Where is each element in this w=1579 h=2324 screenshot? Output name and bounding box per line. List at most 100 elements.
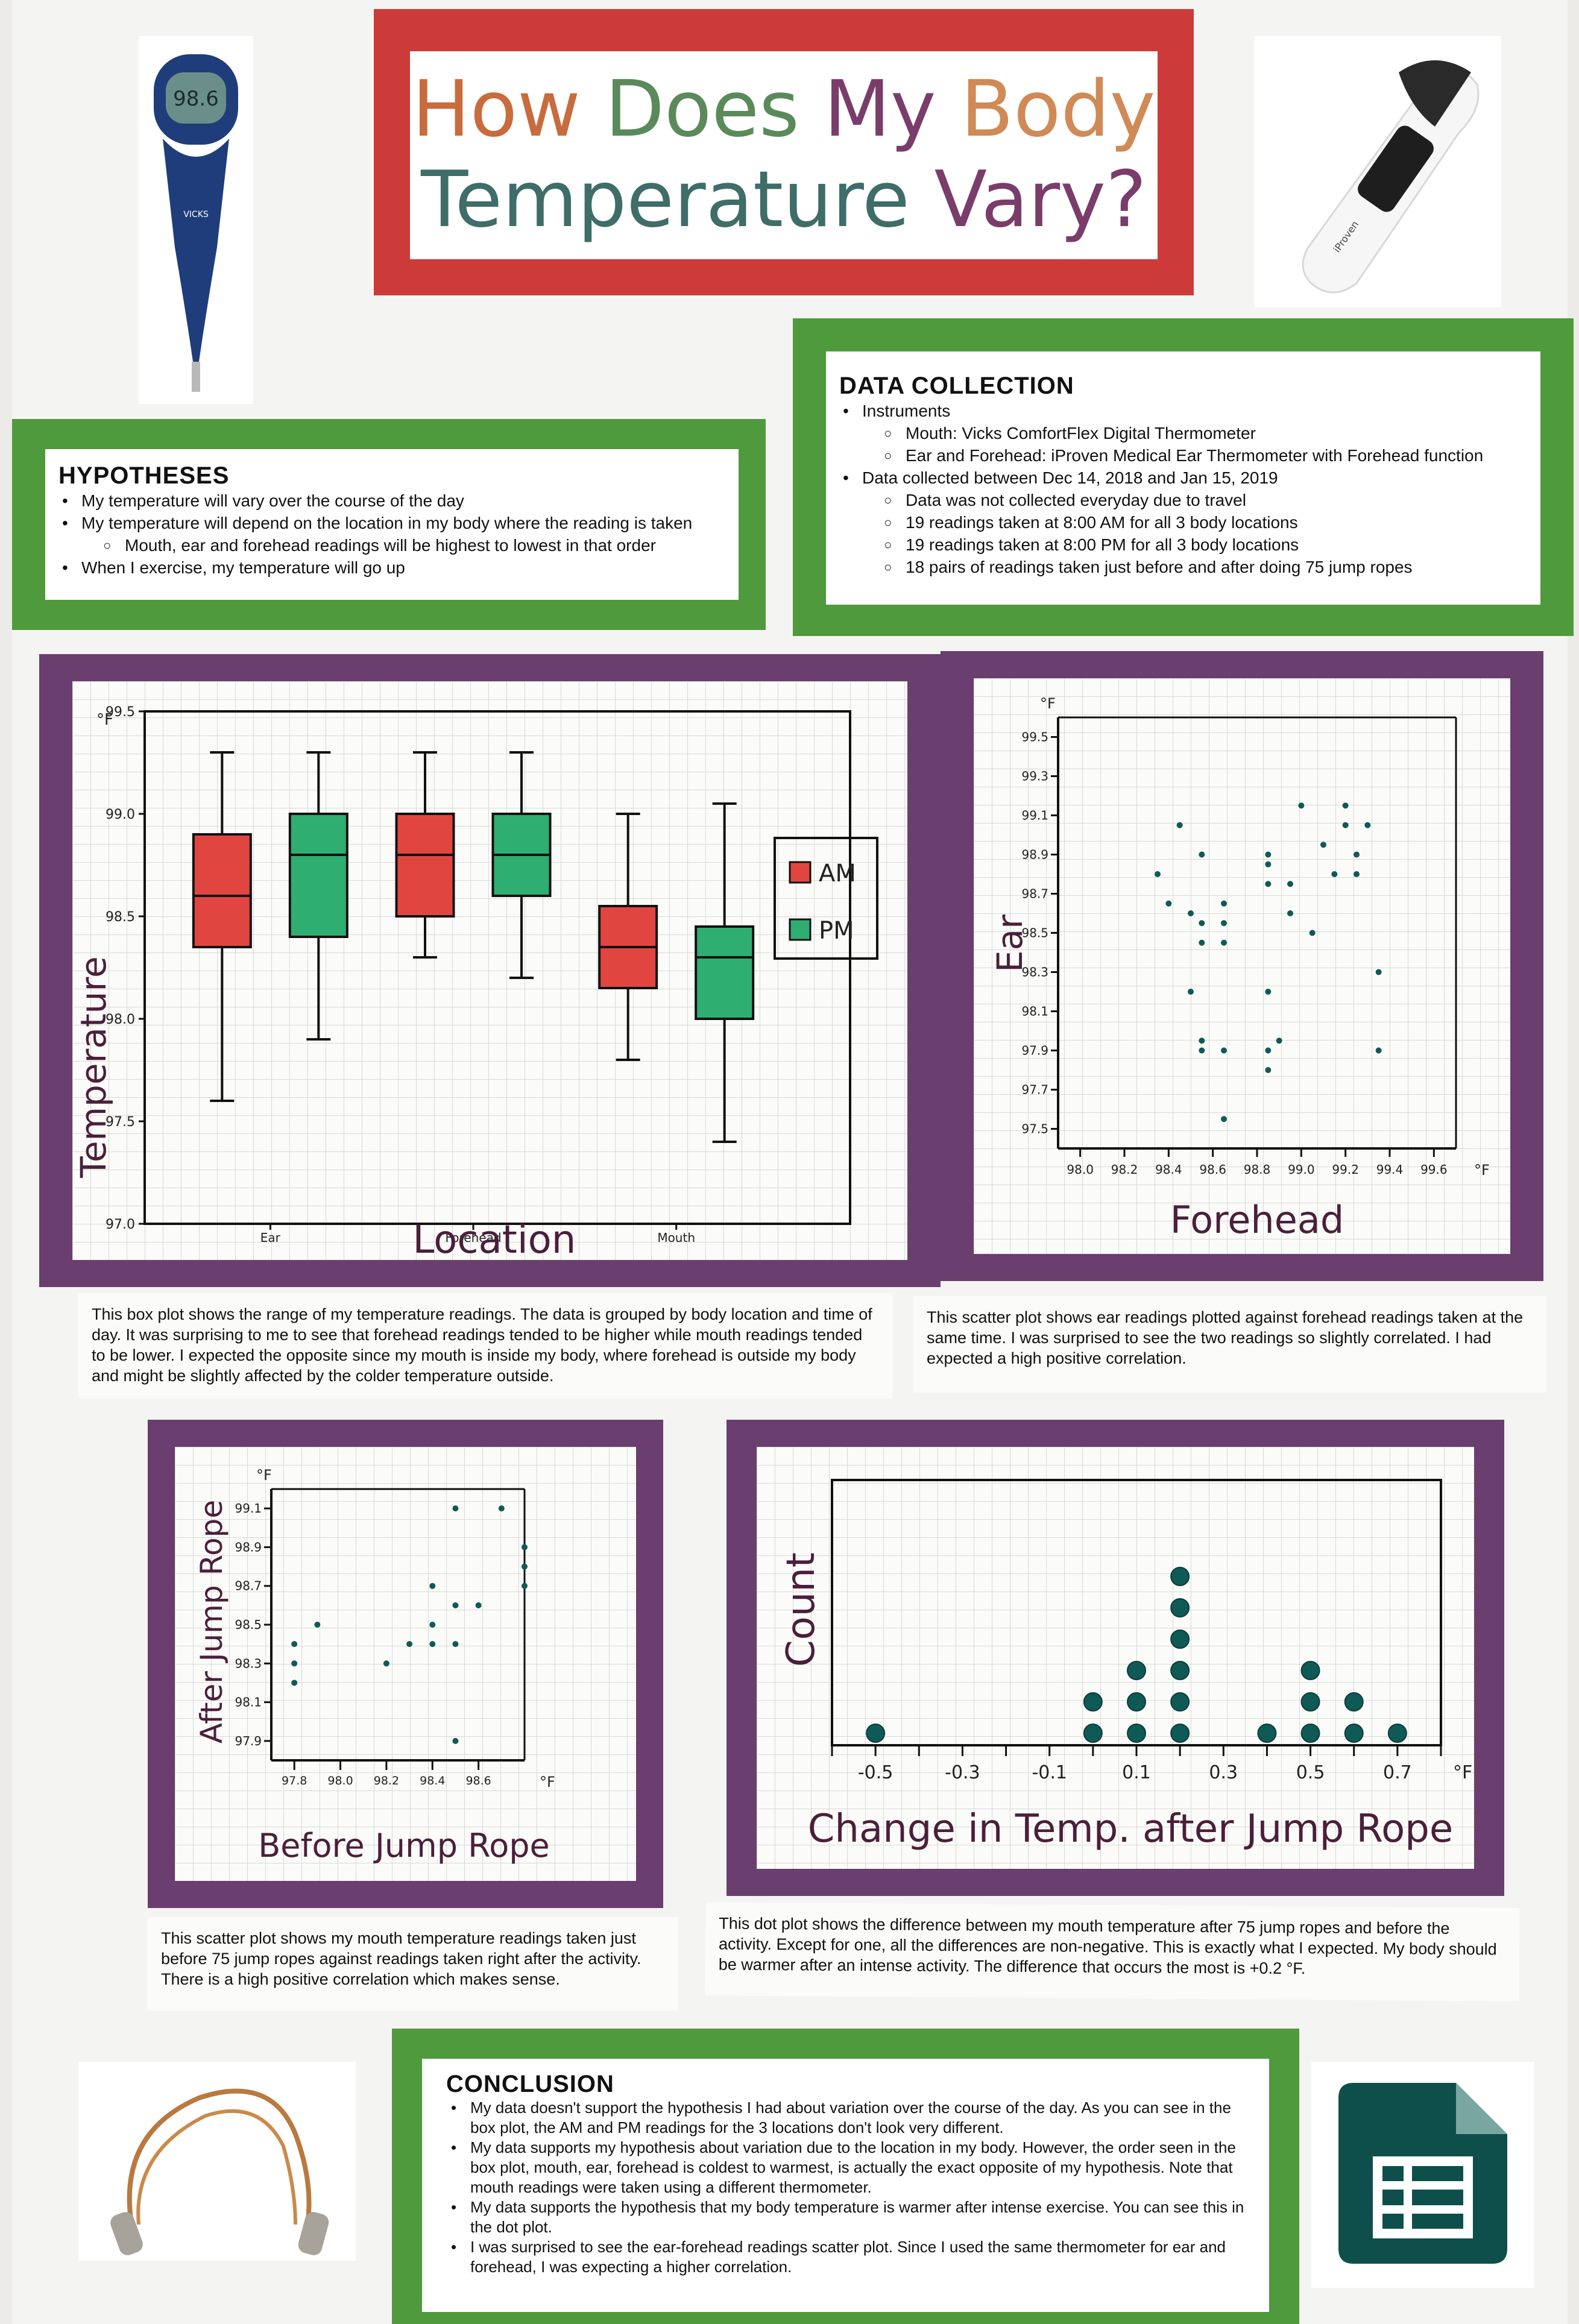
x-tick-label: 98.6 <box>1199 1162 1226 1177</box>
data-collection-subitem: Data was not collected everyday due to t… <box>826 489 1540 511</box>
scatter-point <box>383 1660 389 1667</box>
scatter-point <box>1354 851 1360 858</box>
scatter-point <box>1331 871 1338 877</box>
y-tick-label: 97.9 <box>235 1734 262 1748</box>
ear-forehead-caption: This scatter plot shows ear readings plo… <box>913 1296 1546 1393</box>
title-word: Temperature <box>421 155 910 245</box>
scatter-point <box>452 1602 459 1608</box>
x-unit-label: °F <box>1453 1762 1472 1783</box>
y-tick-label: 98.0 <box>106 1012 135 1027</box>
dot-point <box>866 1724 886 1743</box>
x-tick-label: Ear <box>260 1230 281 1245</box>
scatter-point <box>1199 1038 1205 1044</box>
scatter-point <box>1265 861 1272 868</box>
x-tick-label: 98.2 <box>1111 1162 1138 1177</box>
jump-rope-dot-plot: -0.5 -0.3 -0.1 0.1 0.3 0.5 0.7 °F Count Change in… <box>779 1479 1472 1851</box>
y-tick-label: 97.5 <box>106 1115 135 1130</box>
dot-point <box>1344 1692 1364 1712</box>
data-collection-list: Instruments Mouth: Vicks ComfortFlex Dig… <box>826 400 1540 578</box>
spreadsheet-icon <box>1311 2062 1534 2288</box>
scatter-point <box>522 1563 528 1570</box>
conclusion-item: My data doesn't support the hypothesis I… <box>434 2098 1245 2138</box>
scatter-point <box>1265 881 1272 887</box>
y-axis-label: Ear <box>989 915 1030 972</box>
x-axis-label: Location <box>413 1218 576 1260</box>
scatter-point <box>1287 910 1293 916</box>
dot-point <box>1387 1724 1407 1743</box>
x-tick-label: 98.0 <box>327 1774 353 1787</box>
jump-rope-image <box>78 2062 356 2261</box>
poster-title: How Does My Body Temperature Vary? <box>410 65 1158 245</box>
y-tick-label: 98.7 <box>1021 887 1048 901</box>
scatter-point <box>1199 1047 1205 1054</box>
y-axis-label: After Jump Rope <box>194 1500 229 1743</box>
hypotheses-frame: HYPOTHESES My temperature will vary over… <box>12 419 766 630</box>
legend-box <box>774 837 878 960</box>
y-unit-label: °F <box>1040 695 1056 712</box>
dot-point <box>1127 1661 1146 1680</box>
x-axis-label: Before Jump Rope <box>258 1827 550 1865</box>
x-tick-label: 98.2 <box>374 1774 399 1787</box>
jump-scatter-frame: 97.9 98.1 98.3 98.5 98.7 98.9 99.1 97.8 98.0 98.2… <box>148 1420 663 1908</box>
scatter-point <box>1165 900 1172 907</box>
title-frame: How Does My Body Temperature Vary? <box>374 9 1194 295</box>
box-am <box>192 833 252 948</box>
box-plot-caption: This box plot shows the range of my temp… <box>78 1293 892 1399</box>
scatter-point <box>1265 989 1272 995</box>
scatter-point <box>1221 1116 1227 1123</box>
y-tick-label: 99.3 <box>1021 769 1048 784</box>
scatter-point <box>1364 822 1371 828</box>
jump-rope-scatter: 97.9 98.1 98.3 98.5 98.7 98.9 99.1 97.8 98.0 98.2… <box>194 1467 555 1865</box>
box-pm <box>695 925 755 1020</box>
hypothesis-item: When I exercise, my temperature will go … <box>45 556 739 579</box>
dot-point <box>1170 1630 1190 1649</box>
y-axis-label: Count <box>779 1552 824 1667</box>
x-axis-label: Forehead <box>1170 1198 1344 1242</box>
scatter-point <box>452 1505 459 1512</box>
title-word: Vary? <box>934 155 1147 245</box>
scatter-point <box>1265 851 1272 858</box>
data-collection-frame: DATA COLLECTION Instruments Mouth: Vicks… <box>793 318 1574 636</box>
thermometer-display: 98.6 <box>173 87 219 111</box>
scatter-point <box>1354 871 1360 877</box>
scatter-point <box>291 1660 298 1667</box>
x-tick-label: Mouth <box>657 1230 695 1245</box>
y-tick-label: 98.5 <box>235 1617 262 1632</box>
hypothesis-subitem: Mouth, ear and forehead readings will be… <box>45 534 739 556</box>
scatter-point <box>1188 910 1194 916</box>
scatter-point <box>1342 802 1349 809</box>
box-pm <box>288 813 348 938</box>
y-tick-label: 97.5 <box>1021 1122 1048 1136</box>
scatter-point <box>1221 920 1227 927</box>
data-collection-subitem: 19 readings taken at 8:00 AM for all 3 b… <box>826 511 1540 534</box>
legend-swatch <box>789 861 812 884</box>
y-tick-label: 98.9 <box>235 1540 262 1554</box>
scatter-point <box>1287 881 1293 887</box>
conclusion-heading: CONCLUSION <box>446 2071 614 2097</box>
dot-plot-frame: -0.5 -0.3 -0.1 0.1 0.3 0.5 0.7 °F Count Change in… <box>726 1420 1504 1896</box>
scatter-point <box>406 1641 413 1648</box>
dot-point <box>1300 1692 1320 1712</box>
data-collection-item: Data collected between Dec 14, 2018 and … <box>826 467 1540 489</box>
y-unit-label: °F <box>96 711 113 729</box>
x-tick-label: 99.4 <box>1376 1162 1404 1177</box>
dot-point <box>1300 1724 1320 1743</box>
x-tick-label: 98.6 <box>465 1774 491 1787</box>
x-unit-label: °F <box>540 1774 555 1790</box>
legend-swatch <box>789 918 812 941</box>
ear-thermometer-image: iProven <box>1254 36 1501 307</box>
x-tick-label: -0.1 <box>1032 1762 1067 1783</box>
scatter-point <box>1265 1067 1272 1073</box>
scatter-point <box>1342 822 1349 828</box>
scatter-point <box>1265 1047 1272 1054</box>
x-tick-label: 0.7 <box>1383 1762 1412 1783</box>
title-word: How <box>412 65 581 154</box>
conclusion-item: I was surprised to see the ear-forehead … <box>434 2237 1245 2277</box>
dot-point <box>1083 1692 1103 1712</box>
hypothesis-item: My temperature will depend on the locati… <box>45 512 739 534</box>
scatter-point <box>522 1582 528 1589</box>
scatter-point <box>314 1622 321 1628</box>
plot-area <box>143 710 851 1225</box>
scatter-point <box>1298 802 1305 809</box>
scatter-point <box>452 1641 459 1648</box>
